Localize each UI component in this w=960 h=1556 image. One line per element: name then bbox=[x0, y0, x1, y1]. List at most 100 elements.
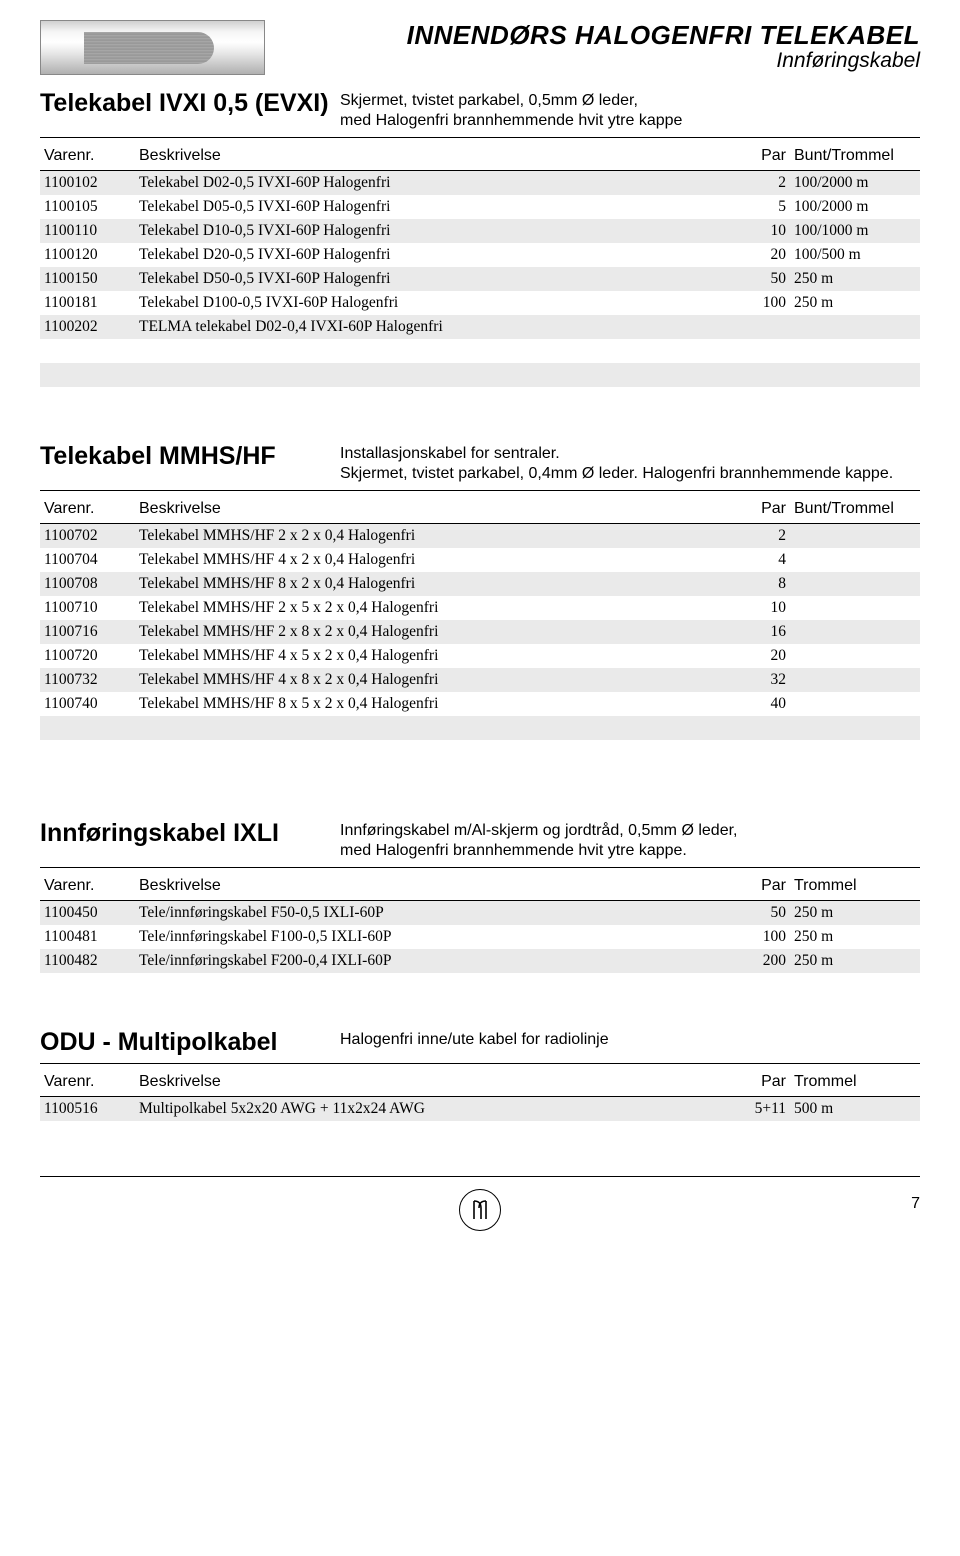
table-cell: 1100105 bbox=[40, 195, 135, 219]
table-cell bbox=[720, 339, 790, 363]
table-cell bbox=[40, 740, 135, 764]
table-cell: 1100720 bbox=[40, 644, 135, 668]
table-row: 1100720Telekabel MMHS/HF 4 x 5 x 2 x 0,4… bbox=[40, 644, 920, 668]
table-cell: Telekabel D100-0,5 IVXI-60P Halogenfri bbox=[135, 291, 720, 315]
product-table: Varenr.BeskrivelseParBunt/Trommel1100102… bbox=[40, 142, 920, 387]
table-cell: Telekabel MMHS/HF 8 x 5 x 2 x 0,4 Haloge… bbox=[135, 692, 720, 716]
table-cell bbox=[790, 339, 920, 363]
table-cell bbox=[720, 740, 790, 764]
table-cell: 1100516 bbox=[40, 1097, 135, 1122]
table-cell: 1100708 bbox=[40, 572, 135, 596]
product-table: Varenr.BeskrivelseParBunt/Trommel1100702… bbox=[40, 495, 920, 764]
product-section: Innføringskabel IXLIInnføringskabel m/Al… bbox=[40, 819, 920, 973]
table-cell: Tele/innføringskabel F100-0,5 IXLI-60P bbox=[135, 925, 720, 949]
table-cell: 1100732 bbox=[40, 668, 135, 692]
table-cell bbox=[790, 548, 920, 572]
table-row: 1100708Telekabel MMHS/HF 8 x 2 x 0,4 Hal… bbox=[40, 572, 920, 596]
table-cell: Telekabel MMHS/HF 2 x 8 x 2 x 0,4 Haloge… bbox=[135, 620, 720, 644]
table-cell: Telekabel D10-0,5 IVXI-60P Halogenfri bbox=[135, 219, 720, 243]
section-head: Telekabel MMHS/HFInstallasjonskabel for … bbox=[40, 442, 920, 491]
footer-logo-icon bbox=[459, 1189, 501, 1231]
table-cell: 4 bbox=[720, 548, 790, 572]
table-cell bbox=[790, 740, 920, 764]
table-cell: Tele/innføringskabel F200-0,4 IXLI-60P bbox=[135, 949, 720, 973]
section-description: Installasjonskabel for sentraler. Skjerm… bbox=[340, 442, 920, 484]
table-cell: 250 m bbox=[790, 901, 920, 926]
table-cell: 200 bbox=[720, 949, 790, 973]
table-cell bbox=[135, 740, 720, 764]
table-cell bbox=[40, 363, 135, 387]
table-row: 1100516Multipolkabel 5x2x20 AWG + 11x2x2… bbox=[40, 1097, 920, 1122]
table-cell: Tele/innføringskabel F50-0,5 IXLI-60P bbox=[135, 901, 720, 926]
table-cell: 1100450 bbox=[40, 901, 135, 926]
table-row: 1100181Telekabel D100-0,5 IVXI-60P Halog… bbox=[40, 291, 920, 315]
table-row: 1100202TELMA telekabel D02-0,4 IVXI-60P … bbox=[40, 315, 920, 339]
section-description: Innføringskabel m/Al-skjerm og jordtråd,… bbox=[340, 819, 920, 861]
table-cell: Telekabel MMHS/HF 2 x 2 x 0,4 Halogenfri bbox=[135, 524, 720, 549]
table-cell: 20 bbox=[720, 644, 790, 668]
table-header: Trommel bbox=[790, 872, 920, 901]
product-table: Varenr.BeskrivelseParTrommel1100516Multi… bbox=[40, 1068, 920, 1121]
table-cell: 250 m bbox=[790, 267, 920, 291]
table-row bbox=[40, 740, 920, 764]
section-head: Telekabel IVXI 0,5 (EVXI)Skjermet, tvist… bbox=[40, 89, 920, 138]
table-cell bbox=[40, 339, 135, 363]
table-cell: 50 bbox=[720, 267, 790, 291]
section-head: ODU - MultipolkabelHalogenfri inne/ute k… bbox=[40, 1028, 920, 1064]
table-row: 1100482Tele/innføringskabel F200-0,4 IXL… bbox=[40, 949, 920, 973]
table-cell bbox=[135, 363, 720, 387]
table-cell: Telekabel MMHS/HF 4 x 5 x 2 x 0,4 Haloge… bbox=[135, 644, 720, 668]
table-row: 1100102Telekabel D02-0,5 IVXI-60P Haloge… bbox=[40, 171, 920, 196]
table-cell: 32 bbox=[720, 668, 790, 692]
table-cell: 100 bbox=[720, 291, 790, 315]
table-cell: 5+11 bbox=[720, 1097, 790, 1122]
table-row: 1100740Telekabel MMHS/HF 8 x 5 x 2 x 0,4… bbox=[40, 692, 920, 716]
table-cell bbox=[135, 339, 720, 363]
table-cell: 1100740 bbox=[40, 692, 135, 716]
footer-rule bbox=[40, 1176, 920, 1177]
table-cell: 1100481 bbox=[40, 925, 135, 949]
table-cell bbox=[720, 315, 790, 339]
table-row: 1100716Telekabel MMHS/HF 2 x 8 x 2 x 0,4… bbox=[40, 620, 920, 644]
table-cell: 40 bbox=[720, 692, 790, 716]
table-header: Par bbox=[720, 495, 790, 524]
table-header: Beskrivelse bbox=[135, 495, 720, 524]
table-cell bbox=[790, 620, 920, 644]
table-row: 1100704Telekabel MMHS/HF 4 x 2 x 0,4 Hal… bbox=[40, 548, 920, 572]
table-cell: 8 bbox=[720, 572, 790, 596]
table-cell: 20 bbox=[720, 243, 790, 267]
table-header: Varenr. bbox=[40, 142, 135, 171]
table-cell bbox=[790, 596, 920, 620]
table-cell: 250 m bbox=[790, 291, 920, 315]
page-footer: 7 bbox=[40, 1189, 920, 1231]
table-cell bbox=[790, 668, 920, 692]
table-cell: 5 bbox=[720, 195, 790, 219]
table-header: Varenr. bbox=[40, 1068, 135, 1097]
table-cell bbox=[790, 692, 920, 716]
table-cell: 1100482 bbox=[40, 949, 135, 973]
section-title: Innføringskabel IXLI bbox=[40, 819, 340, 848]
section-description: Skjermet, tvistet parkabel, 0,5mm Ø lede… bbox=[340, 89, 920, 131]
table-cell: 10 bbox=[720, 219, 790, 243]
product-section: Telekabel IVXI 0,5 (EVXI)Skjermet, tvist… bbox=[40, 89, 920, 387]
table-row: 1100110Telekabel D10-0,5 IVXI-60P Haloge… bbox=[40, 219, 920, 243]
table-cell bbox=[790, 524, 920, 549]
table-row: 1100105Telekabel D05-0,5 IVXI-60P Haloge… bbox=[40, 195, 920, 219]
product-table: Varenr.BeskrivelseParTrommel1100450Tele/… bbox=[40, 872, 920, 973]
table-cell: Telekabel D05-0,5 IVXI-60P Halogenfri bbox=[135, 195, 720, 219]
table-cell: 100 bbox=[720, 925, 790, 949]
table-cell: 1100102 bbox=[40, 171, 135, 196]
table-cell: 1100704 bbox=[40, 548, 135, 572]
table-cell: 250 m bbox=[790, 949, 920, 973]
table-cell: 100/500 m bbox=[790, 243, 920, 267]
table-cell: 500 m bbox=[790, 1097, 920, 1122]
table-row bbox=[40, 339, 920, 363]
table-cell: Telekabel MMHS/HF 4 x 2 x 0,4 Halogenfri bbox=[135, 548, 720, 572]
table-cell: Telekabel MMHS/HF 4 x 8 x 2 x 0,4 Haloge… bbox=[135, 668, 720, 692]
table-header: Bunt/Trommel bbox=[790, 142, 920, 171]
table-cell: 10 bbox=[720, 596, 790, 620]
table-cell: 100/2000 m bbox=[790, 195, 920, 219]
title-block: INNENDØRS HALOGENFRI TELEKABEL Innføring… bbox=[285, 20, 920, 73]
table-header: Par bbox=[720, 872, 790, 901]
table-cell: 100/1000 m bbox=[790, 219, 920, 243]
